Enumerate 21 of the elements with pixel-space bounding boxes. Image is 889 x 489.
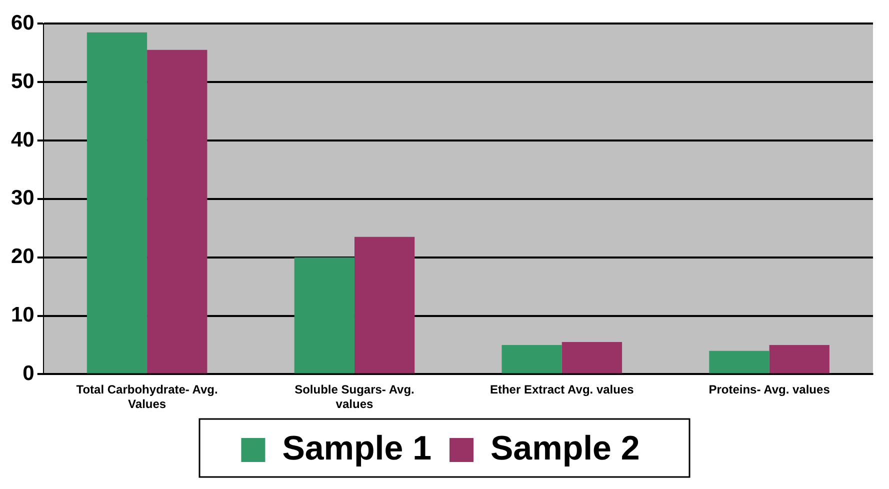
y-tick-label: 10 [11, 304, 34, 327]
legend-label: Sample 1 [282, 429, 432, 468]
y-tick-label: 30 [11, 186, 34, 210]
bar [86, 32, 148, 374]
legend-label: Sample 2 [490, 429, 640, 468]
y-tick-label: 0 [22, 362, 34, 385]
bar [769, 344, 830, 374]
y-tick-label: 20 [11, 245, 34, 268]
bar [562, 342, 622, 374]
y-tick-label: 50 [11, 70, 34, 93]
x-tick-label: Proteins- Avg. values [708, 382, 830, 397]
x-tick-label: Soluble Sugars- Avg. values [294, 382, 414, 412]
x-tick-label: Ether Extract Avg. values [490, 382, 634, 397]
x-tick-label: Total Carbohydrate- Avg. Values [76, 382, 218, 412]
y-tick-label: 60 [11, 11, 34, 34]
bar [502, 344, 562, 374]
bar [709, 350, 770, 374]
bar [147, 50, 208, 374]
bar [294, 257, 354, 374]
bar [354, 236, 415, 374]
y-tick-label: 40 [11, 128, 34, 152]
